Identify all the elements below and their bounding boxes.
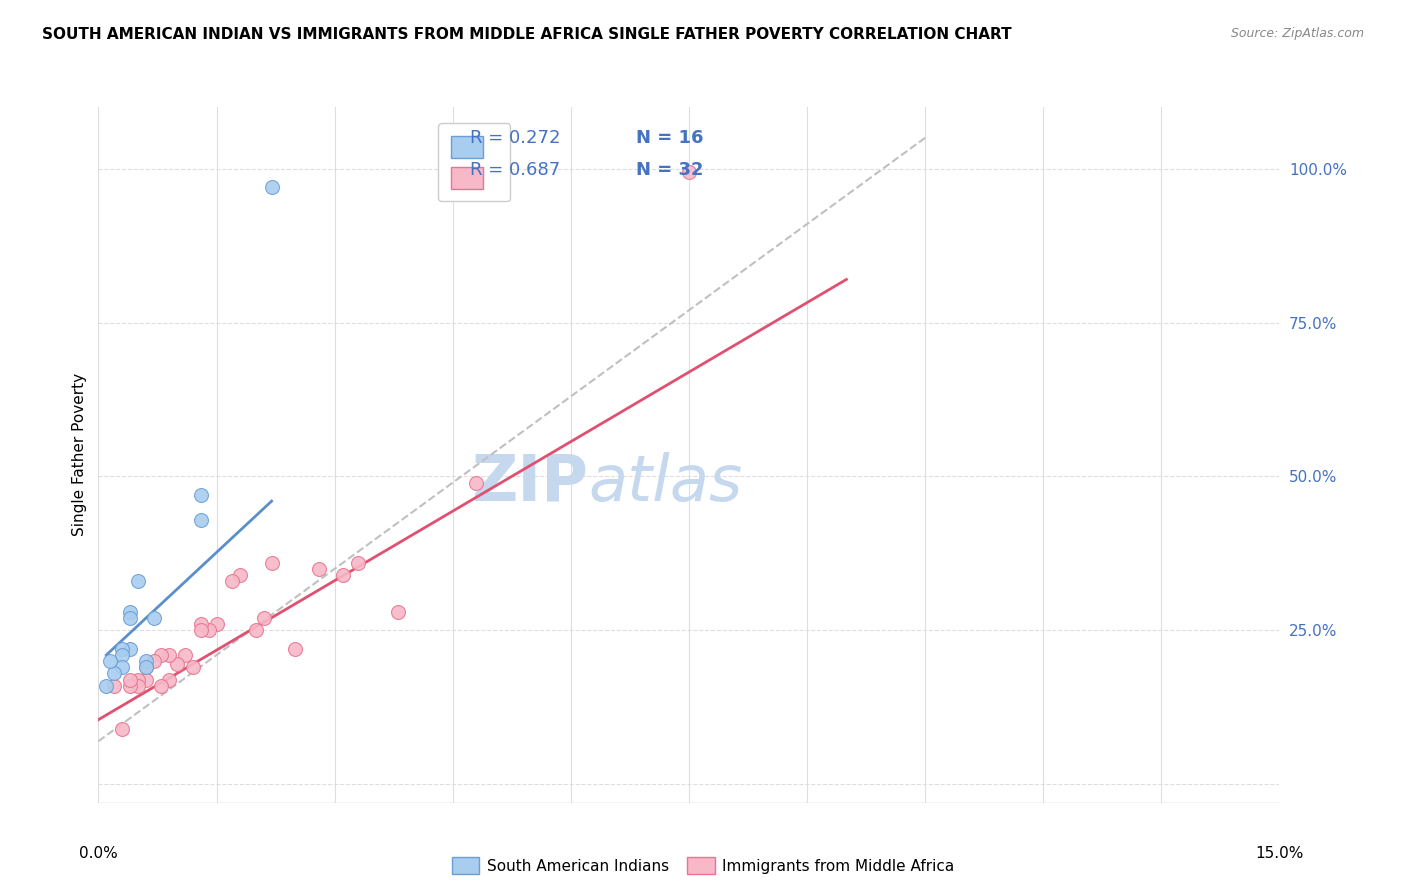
Text: N = 16: N = 16: [636, 129, 703, 147]
Point: [190, 617, 212, 632]
Legend: , : ,: [439, 123, 510, 202]
Point: [190, 512, 212, 526]
Point: [678, 164, 700, 178]
Text: N = 32: N = 32: [636, 161, 703, 178]
Point: [127, 679, 149, 693]
Point: [135, 673, 157, 687]
Point: [190, 488, 212, 502]
Text: ZIP: ZIP: [471, 451, 589, 514]
Point: [142, 611, 165, 625]
Point: [150, 679, 173, 693]
Point: [229, 568, 252, 582]
Point: [118, 605, 141, 619]
Point: [260, 556, 283, 570]
Point: [111, 641, 134, 656]
Point: [111, 722, 134, 736]
Point: [96, 679, 118, 693]
Point: [190, 624, 212, 638]
Point: [284, 641, 307, 656]
Point: [245, 624, 267, 638]
Text: Source: ZipAtlas.com: Source: ZipAtlas.com: [1230, 27, 1364, 40]
Point: [347, 556, 370, 570]
Point: [465, 475, 488, 490]
Point: [111, 648, 134, 662]
Point: [98, 654, 121, 668]
Point: [127, 574, 149, 589]
Point: [118, 679, 141, 693]
Point: [135, 660, 157, 674]
Point: [150, 648, 173, 662]
Text: R = 0.272: R = 0.272: [471, 129, 561, 147]
Point: [103, 679, 125, 693]
Point: [103, 666, 125, 681]
Point: [221, 574, 243, 589]
Point: [197, 624, 219, 638]
Text: SOUTH AMERICAN INDIAN VS IMMIGRANTS FROM MIDDLE AFRICA SINGLE FATHER POVERTY COR: SOUTH AMERICAN INDIAN VS IMMIGRANTS FROM…: [42, 27, 1012, 42]
Point: [118, 673, 141, 687]
Point: [157, 648, 180, 662]
Point: [308, 562, 330, 576]
Point: [111, 660, 134, 674]
Point: [332, 568, 354, 582]
Text: 0.0%: 0.0%: [79, 846, 118, 861]
Legend: South American Indians, Immigrants from Middle Africa: South American Indians, Immigrants from …: [446, 851, 960, 880]
Point: [253, 611, 276, 625]
Text: R = 0.687: R = 0.687: [471, 161, 561, 178]
Point: [387, 605, 409, 619]
Point: [205, 617, 228, 632]
Point: [118, 641, 141, 656]
Point: [135, 660, 157, 674]
Point: [118, 611, 141, 625]
Point: [181, 660, 204, 674]
Point: [260, 180, 283, 194]
Text: 15.0%: 15.0%: [1256, 846, 1303, 861]
Point: [127, 673, 149, 687]
Point: [142, 654, 165, 668]
Point: [174, 648, 197, 662]
Text: atlas: atlas: [589, 451, 742, 514]
Point: [157, 673, 180, 687]
Point: [166, 657, 188, 672]
Y-axis label: Single Father Poverty: Single Father Poverty: [72, 374, 87, 536]
Point: [135, 654, 157, 668]
